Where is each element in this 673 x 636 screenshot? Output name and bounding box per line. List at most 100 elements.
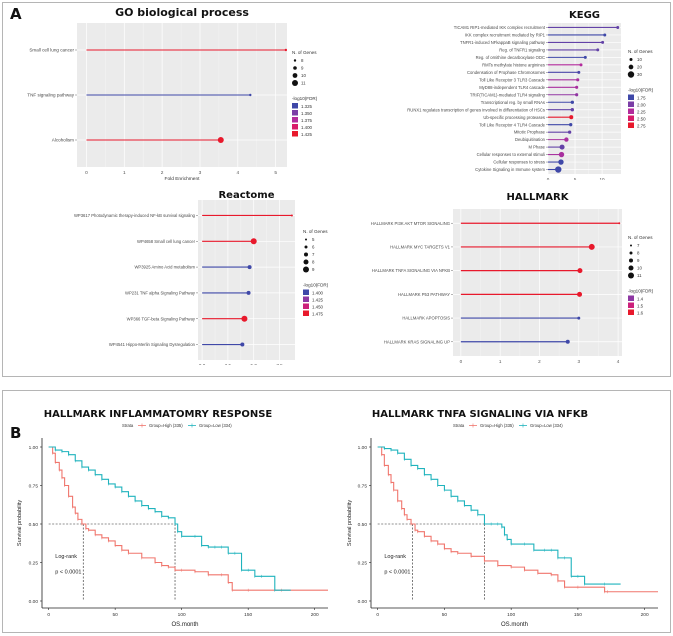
color-legend-label: 1.6 <box>637 311 644 316</box>
x-axis-title: OS.month <box>171 622 198 628</box>
panel-b-frame <box>2 390 671 633</box>
lollipop-dot <box>575 93 579 97</box>
color-legend-swatch <box>292 131 298 137</box>
chart-title: GO biological process <box>115 6 249 19</box>
size-legend-title: N. of Genes <box>628 235 653 240</box>
color-legend-swatch <box>628 302 634 308</box>
size-legend-dot <box>628 265 634 271</box>
x-tick-label: 1 <box>123 170 126 176</box>
lollipop-dot <box>290 214 293 217</box>
survival-curve-low <box>48 446 291 591</box>
x-tick-label: 100 <box>507 612 515 618</box>
category-label: Deubiquitination <box>515 137 546 142</box>
category-label: TNFR1-induced NFkappaB signaling pathway <box>460 40 546 45</box>
category-label: Mitotic Prophase <box>514 130 546 135</box>
size-legend-label: 10 <box>637 57 642 62</box>
category-label: HALLMARK P53 PATHWAY <box>398 292 450 297</box>
x-tick-label: 0 <box>460 359 463 364</box>
size-legend-dot <box>305 238 307 241</box>
x-tick-label: 7.5 <box>276 363 283 365</box>
x-tick-label: 5 <box>274 170 277 176</box>
plot-panel <box>198 200 295 360</box>
category-label: Cellular responses to external stimuli <box>477 152 545 157</box>
category-label: WP231 TNF alpha Signaling Pathway <box>125 291 196 296</box>
category-label: WP4658 Small cell lung cancer <box>137 239 196 244</box>
category-label: Reg. of ornithine decarboxylase ODC <box>476 55 545 60</box>
lollipop-dot <box>583 55 587 59</box>
x-tick-label: 2 <box>538 359 541 364</box>
size-legend-label: 9 <box>312 267 315 272</box>
color-legend-label: 1.5 <box>637 304 644 309</box>
lollipop-dot <box>559 144 565 150</box>
lollipop-dot <box>564 137 569 142</box>
color-legend-title: -log10(FDR) <box>292 96 318 101</box>
x-axis-title: OS.month <box>501 622 528 628</box>
lollipop-dot <box>603 33 607 37</box>
size-legend-title: N. of Genes <box>292 50 317 55</box>
lollipop-dot <box>588 243 595 250</box>
category-label: TICAM1 RIP1-mediated IKK complex recruit… <box>454 25 546 30</box>
color-legend-label: 1.425 <box>301 132 313 137</box>
size-legend-label: 7 <box>637 243 640 248</box>
plot-panel <box>548 23 621 174</box>
category-label: TRIF(TICAM1)-mediated TLR4 signaling <box>470 92 546 97</box>
color-legend-swatch <box>628 101 634 107</box>
color-legend-swatch <box>628 108 634 114</box>
x-tick-label: 5 <box>574 177 577 180</box>
color-legend-label: 1.4 <box>637 297 644 302</box>
logrank-label: Log-rank <box>55 554 77 560</box>
lollipop-dot <box>601 40 605 44</box>
category-label: Transcriptional reg. by small RNAs <box>481 100 545 105</box>
reactome-chart: 0.0 2.5 5.0 7.5 WP3617 Photodynamic therapy-… <box>74 190 329 365</box>
y-tick-label: 1.00 <box>29 445 39 451</box>
category-label: HALLMARK PI3K AKT MTOR SIGNALING <box>371 221 450 226</box>
km-tnfa-chart: HALLMARK TNFA SIGNALING VIA NFKB Strata Gr… <box>347 409 658 628</box>
size-legend-dot <box>629 58 633 61</box>
x-tick-label: 50 <box>112 612 118 618</box>
category-label: WP366 TGF-beta Signaling Pathway <box>127 316 196 321</box>
lollipop-dot <box>249 93 252 97</box>
size-legend-label: 11 <box>637 273 642 278</box>
color-legend-swatch <box>292 110 298 116</box>
lollipop-dot <box>246 290 251 295</box>
x-tick-label: 0.0 <box>199 363 206 365</box>
size-legend-label: 20 <box>637 65 642 70</box>
color-legend-label: 1.325 <box>301 104 313 109</box>
chart-title: HALLMARK <box>507 192 570 203</box>
lollipop-dot <box>596 48 600 52</box>
color-legend-label: 2.25 <box>637 110 646 115</box>
x-tick-label: 150 <box>244 612 252 618</box>
size-legend-dot <box>630 244 632 247</box>
category-label: Toll Like Receptor 4 TLR4 Cascade <box>479 122 545 127</box>
chart-title: Reactome <box>218 190 274 201</box>
size-legend-dot <box>303 266 309 273</box>
category-label: Reg. of TNFR1 signaling <box>499 48 545 53</box>
category-label: Ub-specific processing proteases <box>483 115 545 120</box>
color-legend-swatch <box>628 309 634 315</box>
panel-a-frame <box>2 2 671 377</box>
go-chart: 0 1 2 3 4 5 Small cell lung cancer TNF signalin… <box>27 6 318 180</box>
lollipop-dot <box>576 78 580 82</box>
x-tick-label: 200 <box>641 612 649 618</box>
size-legend-label: 9 <box>637 258 640 263</box>
size-legend-label: 5 <box>312 237 315 242</box>
y-tick-label: 0.00 <box>358 599 368 605</box>
y-tick-label: 0.25 <box>358 560 368 566</box>
x-tick-label: 4 <box>236 170 239 176</box>
survival-curve-high <box>48 446 328 591</box>
size-legend-title: N. of Genes <box>628 49 653 54</box>
lollipop-dot <box>250 238 257 245</box>
p-value-label: p < 0.0001 <box>55 569 81 575</box>
size-legend-dot <box>629 251 633 255</box>
x-tick-label: 2.5 <box>225 363 232 365</box>
color-legend-label: 1.400 <box>301 125 313 130</box>
category-label: Small cell lung cancer <box>29 48 74 53</box>
color-legend-label: 2.00 <box>637 103 646 108</box>
category-label: Cellular responses to stress <box>493 160 545 165</box>
p-value-label: p < 0.0001 <box>384 569 410 575</box>
lollipop-dot <box>577 268 583 274</box>
color-legend-title: -log10(FDR) <box>628 289 654 294</box>
x-tick-label: 150 <box>574 612 582 618</box>
color-legend-swatch <box>628 295 634 301</box>
category-label: Toll Like Receptor 3 TLR3 Cascade <box>479 77 545 82</box>
